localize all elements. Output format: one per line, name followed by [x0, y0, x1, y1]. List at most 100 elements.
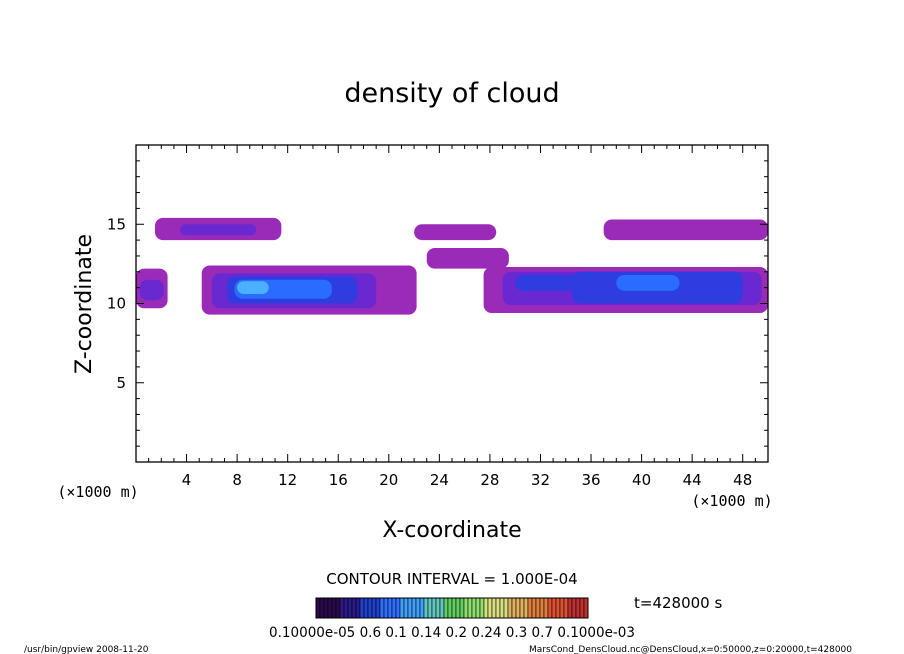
colorbar-swatch — [527, 597, 533, 619]
colorbar-swatch — [355, 597, 361, 619]
colorbar-swatch — [575, 597, 581, 619]
colorbar-swatch — [327, 597, 333, 619]
colorbar-swatch — [511, 597, 517, 619]
colorbar-swatch — [523, 597, 529, 619]
colorbar-swatch — [535, 597, 541, 619]
colorbar-swatch — [463, 597, 469, 619]
density-region-2 — [139, 279, 164, 301]
time-label: t=428000 s — [634, 594, 722, 612]
colorbar-swatch — [371, 597, 377, 619]
density-region-11 — [426, 248, 509, 269]
colorbar-swatch — [335, 597, 341, 619]
colorbar-swatch — [411, 597, 417, 619]
colorbar-swatch — [507, 597, 513, 619]
colorbar-swatch — [399, 597, 405, 619]
colorbar-swatch — [547, 597, 553, 619]
colorbar-swatch — [375, 597, 381, 619]
x-unit-left: (×1000 m) — [57, 483, 138, 501]
colorbar-swatch — [431, 597, 437, 619]
colorbar-swatch — [455, 597, 461, 619]
colorbar-swatch — [571, 597, 577, 619]
density-region-17 — [603, 219, 768, 241]
colorbar-swatch — [331, 597, 337, 619]
density-region-14 — [515, 274, 579, 291]
colorbar-swatch — [579, 597, 585, 619]
colorbar-swatch — [551, 597, 557, 619]
colorbar-swatch — [495, 597, 501, 619]
x-tick-label: 12 — [278, 471, 297, 489]
colorbar-swatch — [563, 597, 569, 619]
colorbar-swatch — [499, 597, 505, 619]
colorbar-swatch — [443, 597, 449, 619]
colorbar-swatch — [451, 597, 457, 619]
colorbar-swatch — [447, 597, 453, 619]
colorbar-swatch — [519, 597, 525, 619]
x-tick-label: 20 — [379, 471, 398, 489]
colorbar-swatch — [395, 597, 401, 619]
x-tick-label: 36 — [581, 471, 600, 489]
colorbar-swatch — [343, 597, 349, 619]
colorbar-swatch — [483, 597, 489, 619]
y-tick-label: 5 — [116, 374, 126, 392]
colorbar-swatch — [407, 597, 413, 619]
x-tick-label: 40 — [632, 471, 651, 489]
y-tick-label: 15 — [107, 215, 126, 233]
density-region-4 — [180, 224, 257, 236]
colorbar-swatch — [559, 597, 565, 619]
contour-interval: CONTOUR INTERVAL = 1.000E-04 — [326, 570, 577, 588]
colorbar-swatch — [319, 597, 325, 619]
colorbar-swatch — [387, 597, 393, 619]
x-tick-label: 32 — [531, 471, 550, 489]
colorbar-swatch — [491, 597, 497, 619]
colorbar-swatch — [315, 597, 321, 619]
x-tick-label: 48 — [733, 471, 752, 489]
x-unit-right: (×1000 m) — [691, 492, 772, 510]
colorbar-swatch — [351, 597, 357, 619]
x-tick-label: 8 — [232, 471, 242, 489]
colorbar-swatch — [379, 597, 385, 619]
colorbar-swatch — [539, 597, 545, 619]
cloud-density-contours — [136, 217, 768, 315]
density-region-10 — [414, 224, 497, 241]
colorbar-swatch — [479, 597, 485, 619]
footer-left: /usr/bin/gpview 2008-11-20 — [24, 645, 149, 654]
x-tick-label: 4 — [182, 471, 192, 489]
colorbar-swatch — [391, 597, 397, 619]
colorbar-swatch — [487, 597, 493, 619]
x-tick-label: 16 — [329, 471, 348, 489]
colorbar-swatch — [467, 597, 473, 619]
colorbar-swatch — [339, 597, 345, 619]
colorbar-swatch — [531, 597, 537, 619]
colorbar-swatch — [583, 597, 589, 619]
colorbar-swatch — [427, 597, 433, 619]
colorbar-swatch — [459, 597, 465, 619]
density-region-16 — [616, 274, 680, 291]
colorbar-swatch — [543, 597, 549, 619]
colorbar-frame — [315, 597, 589, 619]
colorbar-swatch — [347, 597, 353, 619]
colorbar-swatch — [423, 597, 429, 619]
colorbar-swatch — [383, 597, 389, 619]
colorbar-swatch — [403, 597, 409, 619]
colorbar-swatch — [359, 597, 365, 619]
colorbar-swatch — [435, 597, 441, 619]
x-tick-label: 28 — [480, 471, 499, 489]
colorbar-swatch — [475, 597, 481, 619]
colorbar — [315, 597, 589, 619]
chart-title: density of cloud — [344, 78, 559, 109]
y-axis-label: Z-coordinate — [72, 234, 97, 374]
density-region-9 — [237, 281, 269, 294]
colorbar-swatch — [367, 597, 373, 619]
colorbar-swatch — [555, 597, 561, 619]
colorbar-swatch — [567, 597, 573, 619]
colorbar-swatch — [439, 597, 445, 619]
colorbar-labels: 0.10000e-05 0.6 0.1 0.14 0.2 0.24 0.3 0.… — [269, 625, 635, 641]
x-axis-label: X-coordinate — [382, 518, 521, 543]
footer-right: MarsCond_DensCloud.nc@DensCloud,x=0:5000… — [529, 645, 852, 654]
x-tick-label: 44 — [683, 471, 702, 489]
colorbar-swatch — [515, 597, 521, 619]
colorbar-swatch — [471, 597, 477, 619]
colorbar-swatch — [503, 597, 509, 619]
colorbar-swatch — [415, 597, 421, 619]
